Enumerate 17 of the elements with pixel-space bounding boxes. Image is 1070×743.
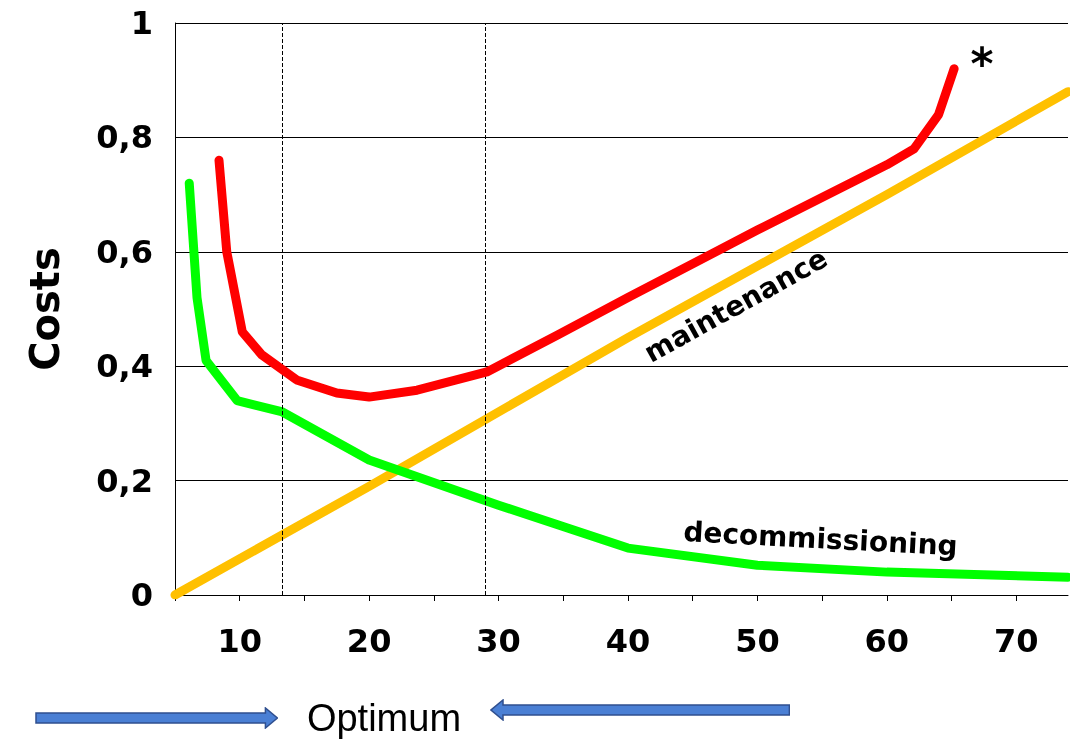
text: Optimum: [306, 696, 462, 740]
x-tick-label: 10: [217, 622, 262, 660]
x-tick-label: 40: [605, 622, 651, 660]
y-axis-title: Costs: [22, 247, 68, 371]
y-tick-label: 0: [130, 576, 153, 614]
y-tick-label: 0,2: [96, 461, 153, 500]
x-tick-label: 70: [993, 622, 1039, 660]
series-label: decommissioning: [682, 514, 959, 563]
annotation: *: [970, 38, 994, 90]
y-tick-label: 0,8: [96, 118, 153, 157]
x-tick-label: 30: [476, 622, 521, 660]
x-tick-label: 20: [346, 622, 392, 660]
x-tick-label: 50: [735, 622, 780, 660]
x-tick-label: 60: [864, 622, 910, 660]
y-tick-label: 1: [130, 4, 153, 42]
y-tick-label: 0,6: [96, 232, 153, 271]
y-tick-label: 0,4: [96, 347, 153, 386]
